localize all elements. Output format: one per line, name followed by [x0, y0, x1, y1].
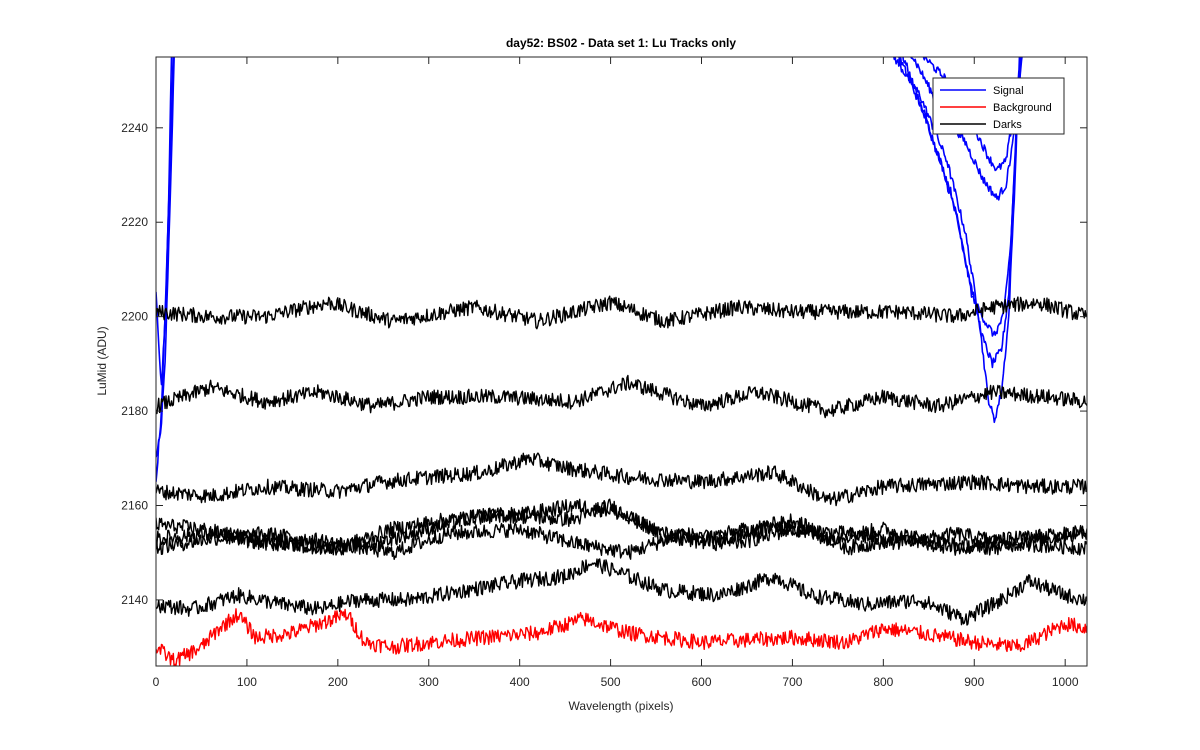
- y-tick-label: 2140: [121, 593, 148, 607]
- legend-entry-darks: Darks: [993, 119, 1022, 131]
- y-tick-label: 2240: [121, 121, 148, 135]
- x-tick-label: 300: [419, 675, 439, 689]
- x-tick-label: 900: [964, 675, 984, 689]
- x-tick-label: 400: [510, 675, 530, 689]
- series-line-darks-8: [156, 295, 1087, 330]
- series-line-darks-9: [156, 374, 1087, 419]
- series-line-darks-14: [156, 558, 1087, 626]
- x-tick-label: 100: [237, 675, 257, 689]
- legend-entry-background: Background: [993, 102, 1052, 114]
- y-tick-label: 2220: [121, 215, 148, 229]
- legend: Signal Background Darks: [932, 77, 1065, 135]
- series-line-signal-2: [156, 57, 173, 386]
- y-axis-label: LuMid (ADU): [95, 326, 109, 395]
- x-axis-label: Wavelength (pixels): [569, 699, 674, 713]
- x-tick-label: 1000: [1052, 675, 1079, 689]
- plot-frame: [155, 56, 1088, 667]
- series-line-signal-6: [909, 57, 1022, 201]
- y-tick-label: 2180: [121, 404, 148, 418]
- y-tick-label: 2160: [121, 498, 148, 512]
- series-line-darks-10: [156, 452, 1087, 507]
- chart-title: day52: BS02 - Data set 1: Lu Tracks only: [506, 36, 736, 50]
- y-tick-label: 2200: [121, 310, 148, 324]
- series-line-signal-5: [902, 57, 1023, 337]
- x-tick-label: 700: [782, 675, 802, 689]
- ticks-layer: 0 100 200 300 400 500 600 700 800 900 1000 2140 2160…: [121, 57, 1087, 689]
- x-tick-label: 600: [691, 675, 711, 689]
- legend-entry-signal: Signal: [993, 85, 1024, 97]
- x-tick-label: 500: [601, 675, 621, 689]
- series-line-darks-13: [156, 522, 1087, 560]
- x-tick-label: 0: [153, 675, 160, 689]
- x-tick-label: 800: [873, 675, 893, 689]
- x-tick-label: 200: [328, 675, 348, 689]
- series-layer: [156, 57, 1087, 666]
- series-line-background-15: [156, 608, 1087, 666]
- plot-area: [156, 57, 1087, 666]
